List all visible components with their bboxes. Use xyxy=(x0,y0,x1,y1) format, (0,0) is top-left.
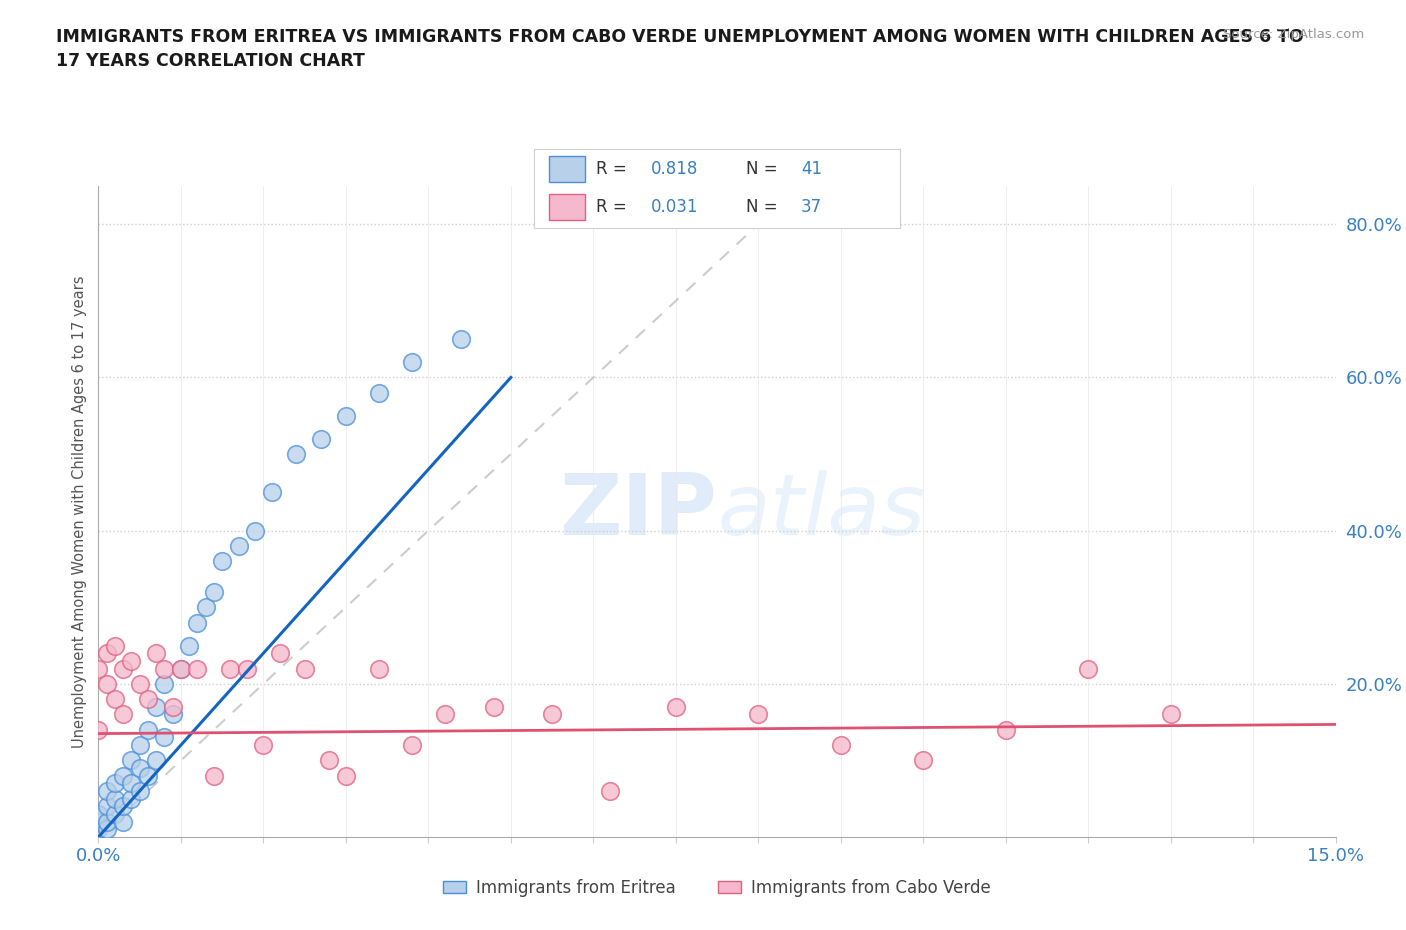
Point xyxy=(1077,661,1099,676)
Point xyxy=(153,730,176,745)
Point xyxy=(104,692,127,707)
Point xyxy=(309,432,332,446)
Point xyxy=(747,707,769,722)
Point xyxy=(243,524,266,538)
Point xyxy=(202,584,225,599)
Point xyxy=(128,737,150,752)
Point xyxy=(136,692,159,707)
Point xyxy=(269,645,291,660)
Point xyxy=(260,485,283,499)
Point xyxy=(112,707,135,722)
Text: Source: ZipAtlas.com: Source: ZipAtlas.com xyxy=(1223,28,1364,41)
Point xyxy=(484,699,506,714)
Point xyxy=(87,723,110,737)
Point xyxy=(433,707,456,722)
Text: N =: N = xyxy=(747,160,783,178)
Point xyxy=(294,661,316,676)
Point xyxy=(367,661,389,676)
Point xyxy=(830,737,852,752)
Point xyxy=(179,638,201,653)
Point xyxy=(450,332,472,347)
Point xyxy=(162,707,184,722)
Point xyxy=(285,446,308,461)
Point xyxy=(153,676,176,691)
Point xyxy=(318,753,340,768)
Point xyxy=(665,699,688,714)
Point xyxy=(120,791,142,806)
Point xyxy=(87,815,110,830)
FancyBboxPatch shape xyxy=(548,156,585,182)
Point xyxy=(1160,707,1182,722)
Text: 41: 41 xyxy=(801,160,823,178)
Point xyxy=(541,707,564,722)
Point xyxy=(96,799,118,814)
Text: 0.818: 0.818 xyxy=(651,160,699,178)
Point xyxy=(912,753,935,768)
Point xyxy=(104,776,127,790)
Point xyxy=(87,822,110,837)
Point xyxy=(104,791,127,806)
Point xyxy=(136,723,159,737)
Point xyxy=(96,815,118,830)
Point xyxy=(145,699,167,714)
Point xyxy=(128,676,150,691)
Point xyxy=(128,761,150,776)
Point xyxy=(335,408,357,423)
Text: N =: N = xyxy=(747,197,783,216)
Point xyxy=(170,661,193,676)
Point xyxy=(145,753,167,768)
Point xyxy=(194,600,217,615)
Text: 0.031: 0.031 xyxy=(651,197,699,216)
Point xyxy=(219,661,242,676)
Point xyxy=(153,661,176,676)
Point xyxy=(87,661,110,676)
Point xyxy=(87,806,110,821)
Point xyxy=(252,737,274,752)
Point xyxy=(186,661,208,676)
Point xyxy=(96,822,118,837)
Point xyxy=(401,737,423,752)
Text: atlas: atlas xyxy=(717,470,925,553)
Legend: Immigrants from Eritrea, Immigrants from Cabo Verde: Immigrants from Eritrea, Immigrants from… xyxy=(436,872,998,904)
Point xyxy=(401,354,423,369)
Point xyxy=(120,776,142,790)
Point xyxy=(335,768,357,783)
Text: 37: 37 xyxy=(801,197,823,216)
Point xyxy=(96,645,118,660)
Text: R =: R = xyxy=(596,160,633,178)
Text: IMMIGRANTS FROM ERITREA VS IMMIGRANTS FROM CABO VERDE UNEMPLOYMENT AMONG WOMEN W: IMMIGRANTS FROM ERITREA VS IMMIGRANTS FR… xyxy=(56,28,1303,70)
Point xyxy=(112,661,135,676)
Point xyxy=(145,645,167,660)
Point xyxy=(112,815,135,830)
Point xyxy=(211,554,233,569)
Text: R =: R = xyxy=(596,197,633,216)
Point xyxy=(120,654,142,669)
Point xyxy=(367,385,389,400)
Y-axis label: Unemployment Among Women with Children Ages 6 to 17 years: Unemployment Among Women with Children A… xyxy=(72,275,87,748)
FancyBboxPatch shape xyxy=(548,193,585,220)
Point xyxy=(170,661,193,676)
Point xyxy=(120,753,142,768)
Point xyxy=(104,638,127,653)
Point xyxy=(136,768,159,783)
Point xyxy=(162,699,184,714)
Text: ZIP: ZIP xyxy=(560,470,717,553)
Point xyxy=(202,768,225,783)
Point xyxy=(112,799,135,814)
Point xyxy=(96,676,118,691)
Point xyxy=(104,806,127,821)
Point xyxy=(599,784,621,799)
Point xyxy=(994,723,1017,737)
Point xyxy=(128,784,150,799)
Point xyxy=(228,538,250,553)
Point xyxy=(186,615,208,630)
Point xyxy=(96,784,118,799)
Point xyxy=(236,661,259,676)
Point xyxy=(112,768,135,783)
